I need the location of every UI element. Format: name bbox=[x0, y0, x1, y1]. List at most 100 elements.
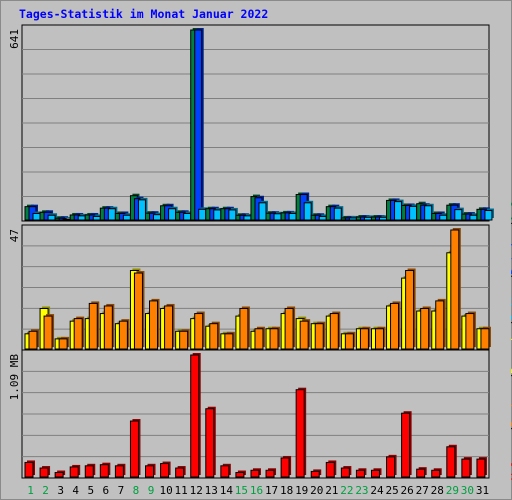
bar-seiten-day-22 bbox=[348, 217, 357, 221]
bar-volumen-day-16 bbox=[250, 469, 260, 478]
x-tick-label-day-20: 20 bbox=[310, 484, 323, 497]
bar-volumen-day-19 bbox=[295, 389, 305, 478]
x-tick-label-day-10: 10 bbox=[159, 484, 172, 497]
bar-anfragen-day-23-depth bbox=[358, 215, 366, 218]
y-axis-max-label-top: 641 bbox=[8, 29, 21, 49]
x-tick-label-day-1: 1 bbox=[27, 484, 34, 497]
bar-volumen-day-25 bbox=[386, 456, 396, 478]
bar-rechner-day-28 bbox=[435, 300, 445, 350]
x-tick-label-day-13: 13 bbox=[205, 484, 218, 497]
bar-volumen-day-26 bbox=[401, 412, 411, 478]
x-tick-label-day-26: 26 bbox=[401, 484, 414, 497]
bar-rechner-day-31 bbox=[480, 328, 490, 350]
bar-anfragen-day-24-depth bbox=[373, 215, 381, 218]
bar-seiten-day-26 bbox=[409, 205, 418, 221]
bar-rechner-day-10 bbox=[164, 305, 174, 350]
x-tick-label-day-2: 2 bbox=[42, 484, 49, 497]
bar-seiten-day-17 bbox=[273, 213, 282, 221]
x-tick-label-day-28: 28 bbox=[431, 484, 444, 497]
bar-volumen-day-23 bbox=[355, 469, 365, 478]
x-tick-label-day-15: 15 bbox=[235, 484, 248, 497]
bar-dateien-day-22-depth bbox=[347, 215, 355, 218]
bar-anfragen-day-22-depth bbox=[343, 215, 351, 218]
bar-volumen-day-13 bbox=[205, 408, 215, 478]
bar-seiten-day-13 bbox=[213, 209, 222, 221]
bar-volumen-day-3 bbox=[54, 472, 64, 478]
bar-volumen-day-9 bbox=[145, 465, 155, 478]
bar-rechner-day-11 bbox=[179, 330, 189, 350]
bar-seiten-day-18 bbox=[288, 212, 297, 221]
bar-seiten-day-16 bbox=[258, 202, 267, 221]
y-axis-max-label-middle: 47 bbox=[8, 229, 21, 242]
bar-dateien-day-3-depth bbox=[61, 216, 69, 218]
bar-rechner-day-15 bbox=[239, 307, 249, 350]
bar-rechner-day-5 bbox=[88, 302, 98, 350]
x-tick-label-day-25: 25 bbox=[385, 484, 398, 497]
x-tick-label-day-8: 8 bbox=[133, 484, 140, 497]
bar-volumen-day-7 bbox=[114, 465, 124, 478]
bar-dateien-day-23-depth bbox=[362, 215, 370, 218]
bar-dateien-day-24-depth bbox=[377, 215, 385, 218]
bar-seiten-day-19 bbox=[303, 202, 312, 221]
bar-rechner-day-25 bbox=[390, 302, 400, 350]
bar-volumen-day-12 bbox=[190, 354, 200, 478]
bar-rechner-day-1 bbox=[28, 330, 38, 350]
bar-volumen-day-18 bbox=[280, 457, 290, 478]
bar-rechner-day-13 bbox=[209, 323, 219, 350]
bar-rechner-day-19 bbox=[299, 320, 309, 350]
bar-volumen-day-27 bbox=[416, 468, 426, 478]
bar-rechner-day-23 bbox=[359, 328, 369, 350]
x-tick-label-day-3: 3 bbox=[57, 484, 64, 497]
x-tick-label-day-19: 19 bbox=[295, 484, 308, 497]
bar-seiten-day-15 bbox=[243, 215, 252, 221]
bar-seiten-day-10 bbox=[168, 208, 177, 221]
bar-seiten-day-11 bbox=[183, 212, 192, 221]
bar-seiten-day-30 bbox=[469, 214, 478, 221]
x-tick-label-day-5: 5 bbox=[87, 484, 94, 497]
x-tick-label-day-11: 11 bbox=[175, 484, 188, 497]
bar-anfragen-day-3-depth bbox=[57, 216, 65, 218]
x-tick-label-day-30: 30 bbox=[461, 484, 474, 497]
bar-seiten-day-20 bbox=[318, 215, 327, 221]
bar-rechner-day-18 bbox=[284, 307, 294, 350]
x-tick-label-day-17: 17 bbox=[265, 484, 278, 497]
bar-seiten-day-6 bbox=[107, 208, 116, 221]
bar-rechner-day-12 bbox=[194, 313, 204, 350]
bar-seiten-day-1 bbox=[32, 212, 41, 221]
bar-seiten-day-4 bbox=[77, 215, 86, 221]
bar-rechner-day-21 bbox=[329, 313, 339, 350]
bar-volumen-day-1 bbox=[24, 461, 34, 478]
bar-seiten-day-23 bbox=[363, 216, 372, 221]
bar-rechner-day-3 bbox=[58, 338, 68, 350]
x-tick-label-day-7: 7 bbox=[118, 484, 125, 497]
bar-seiten-day-31 bbox=[484, 210, 493, 221]
bar-volumen-day-2 bbox=[39, 467, 49, 478]
x-tick-label-day-21: 21 bbox=[325, 484, 338, 497]
bar-rechner-day-2 bbox=[43, 315, 53, 350]
bar-rechner-day-16 bbox=[254, 328, 264, 350]
x-tick-label-day-24: 24 bbox=[370, 484, 384, 497]
bar-rechner-day-27 bbox=[420, 307, 430, 350]
y-axis-max-label-bottom: 1.09 MB bbox=[8, 354, 21, 401]
x-tick-label-day-9: 9 bbox=[148, 484, 155, 497]
bar-dateien-day-12 bbox=[194, 29, 203, 221]
bar-volumen-day-30 bbox=[461, 458, 471, 478]
bar-seiten-day-27 bbox=[424, 205, 433, 221]
bar-volumen-day-31 bbox=[476, 458, 486, 478]
bar-volumen-day-14 bbox=[220, 465, 230, 478]
x-tick-label-day-6: 6 bbox=[103, 484, 110, 497]
bar-seiten-day-8 bbox=[137, 199, 146, 221]
bar-volumen-day-17 bbox=[265, 469, 275, 478]
x-tick-label-day-31: 31 bbox=[476, 484, 489, 497]
bar-seiten-day-29 bbox=[454, 209, 463, 221]
bar-rechner-day-7 bbox=[118, 320, 128, 350]
bar-volumen-day-28 bbox=[431, 469, 441, 478]
bar-rechner-day-4 bbox=[73, 318, 83, 350]
x-tick-label-day-14: 14 bbox=[220, 484, 234, 497]
x-tick-label-day-27: 27 bbox=[416, 484, 429, 497]
bar-volumen-day-10 bbox=[160, 463, 170, 478]
x-tick-label-day-16: 16 bbox=[250, 484, 263, 497]
bar-seiten-day-22-depth bbox=[351, 215, 359, 218]
